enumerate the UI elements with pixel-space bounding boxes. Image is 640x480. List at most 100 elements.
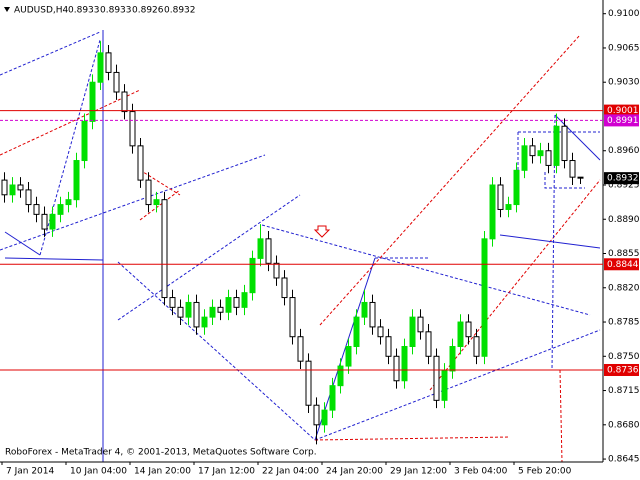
y-tick-label: 0.9030 bbox=[608, 78, 640, 88]
candle-body bbox=[337, 365, 344, 387]
candle-body bbox=[225, 297, 232, 313]
level-label: 0.8736 bbox=[607, 365, 639, 375]
candle-body bbox=[521, 145, 528, 171]
x-tick-label: 17 Jan 12:00 bbox=[198, 467, 255, 477]
candle-body bbox=[25, 189, 32, 206]
candle-body bbox=[233, 297, 240, 308]
candle-body bbox=[97, 52, 104, 83]
candle-body bbox=[169, 297, 176, 308]
candle-body bbox=[537, 150, 544, 157]
candle-body bbox=[73, 160, 80, 201]
y-tick-label: 0.9065 bbox=[608, 43, 640, 53]
y-tick-label: 0.8750 bbox=[608, 352, 640, 362]
candle-body bbox=[393, 355, 400, 382]
candle-body bbox=[281, 277, 288, 299]
candle-body bbox=[441, 370, 448, 401]
candle-body bbox=[553, 125, 560, 166]
candle-body bbox=[9, 184, 16, 196]
candle-body bbox=[425, 331, 432, 357]
candle-body bbox=[449, 346, 456, 372]
level-label: 0.8991 bbox=[607, 116, 639, 126]
level-box bbox=[604, 114, 639, 127]
level-box bbox=[604, 258, 639, 271]
candle-body bbox=[57, 204, 64, 215]
y-tick-label: 0.8680 bbox=[608, 420, 640, 430]
x-tick-label: 14 Jan 20:00 bbox=[134, 467, 191, 477]
candle-body bbox=[361, 301, 368, 318]
candle-body bbox=[241, 292, 248, 308]
candle-body bbox=[209, 306, 216, 318]
candle-body bbox=[65, 199, 72, 206]
candle-body bbox=[1, 179, 8, 196]
x-tick-label: 5 Feb 20:00 bbox=[518, 467, 572, 477]
candle-body bbox=[473, 336, 480, 357]
bar-open: 0.8933 bbox=[68, 6, 100, 16]
bar-high: 0.8933 bbox=[100, 6, 132, 16]
candle-body bbox=[41, 213, 48, 230]
y-tick-label: 0.8820 bbox=[608, 283, 640, 293]
candle-body bbox=[545, 150, 552, 166]
candle-body bbox=[465, 321, 472, 338]
candle-body bbox=[529, 145, 536, 157]
y-tick-label: 0.8785 bbox=[608, 318, 640, 328]
symbol-title: AUDUSD,H4 bbox=[14, 6, 69, 16]
candle-body bbox=[497, 184, 504, 210]
x-tick-label: 10 Jan 04:00 bbox=[70, 467, 127, 477]
candle-body bbox=[217, 306, 224, 313]
y-tick-label: 0.8960 bbox=[608, 146, 640, 156]
candle-body bbox=[569, 160, 576, 178]
candle-body bbox=[161, 199, 168, 299]
candle-body bbox=[289, 297, 296, 338]
candle-body bbox=[305, 360, 312, 406]
current-price-box bbox=[604, 172, 639, 185]
candle-body bbox=[185, 301, 192, 318]
level-box bbox=[604, 104, 639, 117]
candle-body bbox=[385, 336, 392, 357]
candle-body bbox=[89, 81, 96, 122]
candle-body bbox=[17, 184, 24, 191]
candle-body bbox=[249, 257, 256, 294]
candle-body bbox=[129, 111, 136, 147]
candle-body bbox=[81, 120, 88, 162]
candle-body bbox=[265, 238, 272, 264]
candle-body bbox=[297, 336, 304, 362]
candle-body bbox=[113, 71, 120, 93]
current-price-label: 0.8932 bbox=[607, 174, 639, 184]
candle-body bbox=[481, 238, 488, 357]
symbol-icon bbox=[4, 7, 10, 12]
candle-body bbox=[121, 91, 128, 113]
candle-body bbox=[329, 385, 336, 411]
bar-close: 0.8932 bbox=[164, 6, 196, 16]
y-tick-label: 0.8925 bbox=[608, 180, 640, 190]
candle-body bbox=[145, 179, 152, 206]
y-tick-label: 0.8715 bbox=[608, 386, 640, 396]
candle-body bbox=[561, 125, 568, 162]
candle-body bbox=[433, 355, 440, 401]
y-tick-label: 0.8645 bbox=[608, 455, 640, 465]
candle-body bbox=[377, 326, 384, 338]
candle-body bbox=[409, 316, 416, 347]
candle-body bbox=[401, 346, 408, 382]
candle-body bbox=[137, 145, 144, 181]
candle-body bbox=[49, 213, 56, 230]
candle-body bbox=[457, 321, 464, 348]
candle-body bbox=[345, 346, 352, 367]
candle-body bbox=[577, 176, 584, 179]
candle-body bbox=[273, 262, 280, 279]
bar-low: 0.8926 bbox=[132, 6, 164, 16]
y-tick-label: 0.8855 bbox=[608, 249, 640, 259]
candle-body bbox=[177, 306, 184, 318]
x-tick-label: 29 Jan 12:00 bbox=[390, 467, 447, 477]
candle-body bbox=[193, 301, 200, 328]
y-tick-label: 0.8890 bbox=[608, 215, 640, 225]
x-tick-label: 3 Feb 04:00 bbox=[454, 467, 508, 477]
y-tick-label: 0.9100 bbox=[608, 9, 640, 19]
candle-body bbox=[33, 204, 40, 215]
candle-body bbox=[513, 169, 520, 206]
analysis-lines bbox=[0, 30, 601, 463]
candle-body bbox=[321, 409, 328, 426]
candle-body bbox=[313, 404, 320, 426]
candle-body bbox=[369, 301, 376, 328]
